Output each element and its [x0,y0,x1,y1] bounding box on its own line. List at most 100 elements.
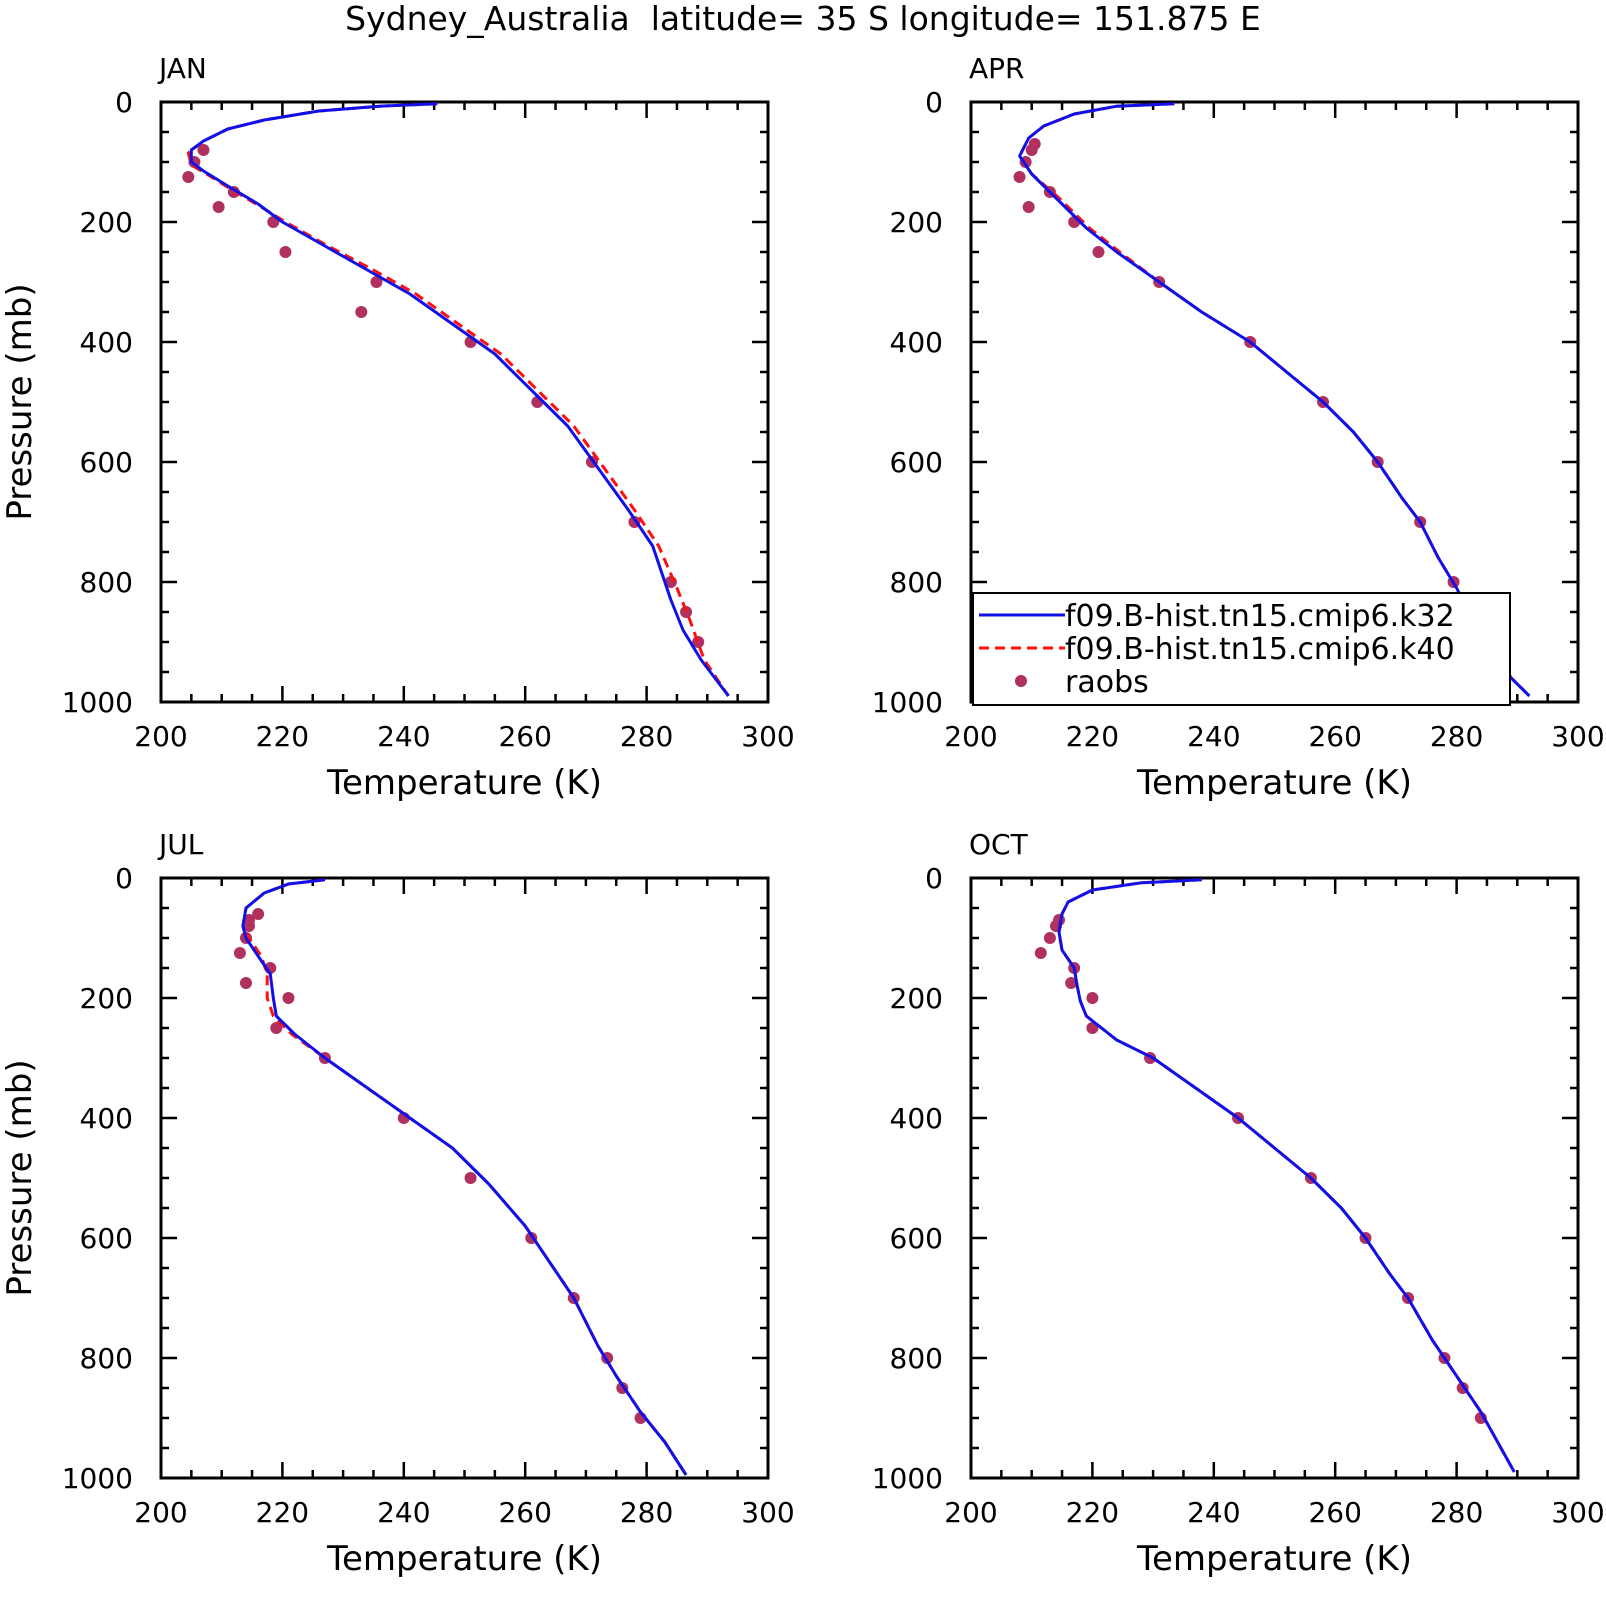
x-tick-label: 260 [498,720,551,753]
x-tick-label: 300 [741,720,794,753]
legend-label: f09.B-hist.tn15.cmip6.k32 [1065,599,1455,634]
x-tick-label: 200 [134,1496,187,1529]
y-tick-label: 200 [890,982,943,1015]
x-tick-label: 300 [741,1496,794,1529]
x-tick-label: 300 [1551,720,1604,753]
y-tick-label: 200 [80,982,133,1015]
y-tick-label: 0 [115,862,133,895]
panel-jan: 200 220 240 260 280 300 0 200 400 600 800 1000 Tempe… [0,52,795,803]
y-tick-label: 1000 [62,686,133,719]
raobs-point [1028,138,1041,150]
y-tick-label: 0 [925,86,943,119]
plot-frame [159,876,770,1480]
raobs-point [239,977,252,989]
x-tick-label: 220 [256,720,309,753]
raobs-point [1013,171,1026,183]
k32-line [241,878,688,1476]
y-tick-label: 0 [115,86,133,119]
x-tick-label: 280 [1430,720,1483,753]
plot-frame [969,876,1580,1480]
raobs-point [1086,992,1099,1004]
series-group [1013,102,1531,698]
x-tick-label: 240 [1187,1496,1240,1529]
figure-title: Sydney_Australia latitude= 35 S longitud… [345,0,1261,38]
panel-label: OCT [969,828,1029,861]
raobs-point [464,1172,477,1184]
panel-label: JAN [157,52,207,85]
raobs-point [355,306,368,318]
series-group [233,878,688,1476]
y-tick-label: 800 [890,1342,943,1375]
raobs-point [1065,977,1078,989]
panel-apr: 200 220 240 260 280 300 0 200 400 600 800 1000 Tempe… [872,52,1605,803]
y-tick-label: 1000 [62,1462,133,1495]
x-tick-label: 220 [1066,1496,1119,1529]
x-tick-label: 220 [256,1496,309,1529]
x-axis-label: Temperature (K) [326,1539,602,1579]
k40-line [1057,878,1516,1473]
y-tick-label: 800 [80,566,133,599]
k40-line [186,102,730,697]
k32-line [189,102,730,697]
raobs-point [252,908,265,920]
y-tick-label: 200 [890,206,943,239]
panel-jul: 200 220 240 260 280 300 0 200 400 600 800 1000 Tempe… [0,828,795,1579]
legend-marker [1015,675,1027,687]
y-tick-label: 600 [80,446,133,479]
y-tick-label: 400 [890,1102,943,1135]
x-tick-label: 220 [1066,720,1119,753]
raobs-point [197,144,210,156]
raobs-point [279,246,292,258]
y-tick-label: 600 [890,446,943,479]
x-tick-label: 240 [377,1496,430,1529]
panels: 200 220 240 260 280 300 0 200 400 600 800 1000 Tempe… [0,52,1605,1579]
x-tick-label: 200 [944,720,997,753]
raobs-point [1034,947,1047,959]
raobs-point [370,276,383,288]
y-tick-label: 800 [80,1342,133,1375]
legend-label: raobs [1065,665,1149,700]
raobs-point [270,1022,283,1034]
k32-line [1057,878,1516,1473]
y-tick-label: 0 [925,862,943,895]
x-tick-label: 280 [1430,1496,1483,1529]
raobs-point [233,947,246,959]
y-axis-label: Pressure (mb) [0,283,40,520]
y-axis-label: Pressure (mb) [0,1059,40,1296]
legend: f09.B-hist.tn15.cmip6.k32f09.B-hist.tn15… [972,592,1511,706]
x-axis-label: Temperature (K) [326,763,602,803]
raobs-point [1043,932,1056,944]
y-tick-label: 400 [890,326,943,359]
k32-line [1018,102,1531,698]
y-tick-label: 200 [80,206,133,239]
series-group [182,102,730,697]
raobs-point [182,171,195,183]
x-tick-label: 240 [1187,720,1240,753]
panel-oct: 200 220 240 260 280 300 0 200 400 600 800 1000 Tempe… [872,828,1605,1579]
x-tick-label: 280 [620,1496,673,1529]
x-axis-label: Temperature (K) [1136,763,1412,803]
panel-label: JUL [157,828,204,861]
raobs-point [680,606,693,618]
y-tick-label: 400 [80,326,133,359]
series-group [1034,878,1516,1473]
raobs-point [1022,201,1035,213]
y-tick-label: 1000 [872,1462,943,1495]
x-tick-label: 200 [944,1496,997,1529]
y-tick-label: 800 [890,566,943,599]
x-tick-label: 260 [1308,720,1361,753]
x-tick-label: 240 [377,720,430,753]
y-tick-label: 600 [80,1222,133,1255]
x-tick-label: 300 [1551,1496,1604,1529]
y-tick-label: 600 [890,1222,943,1255]
raobs-point [243,914,256,926]
x-tick-label: 260 [498,1496,551,1529]
raobs-point [212,201,225,213]
panel-label: APR [969,52,1025,85]
y-tick-label: 400 [80,1102,133,1135]
x-axis-label: Temperature (K) [1136,1539,1412,1579]
x-tick-label: 200 [134,720,187,753]
raobs-point [282,992,295,1004]
x-tick-label: 260 [1308,1496,1361,1529]
